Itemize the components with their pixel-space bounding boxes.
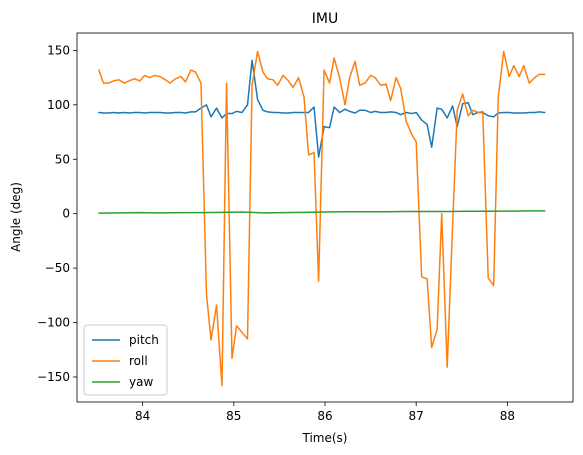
y-tick-label: −150	[37, 370, 70, 384]
legend: pitch roll yaw	[83, 324, 168, 396]
y-tick-label: 150	[47, 43, 70, 57]
x-tick-label: 84	[135, 409, 150, 423]
y-axis-ticks: −150 −100 −50 0 50 100 150	[37, 43, 77, 384]
x-axis-ticks: 84 85 86 87 88	[135, 402, 515, 423]
series-line-pitch	[98, 59, 546, 158]
legend-label-yaw: yaw	[129, 375, 153, 389]
x-tick-label: 86	[317, 409, 332, 423]
legend-label-pitch: pitch	[129, 333, 159, 347]
y-tick-label: 100	[47, 98, 70, 112]
y-tick-label: 50	[55, 152, 70, 166]
series-line-yaw	[98, 210, 546, 214]
y-axis-title: Angle (deg)	[9, 182, 23, 252]
series-line-roll	[98, 50, 546, 387]
y-tick-label: 0	[62, 207, 70, 221]
y-tick-label: −100	[37, 316, 70, 330]
chart-title: IMU	[312, 11, 338, 27]
legend-box	[83, 324, 168, 396]
x-tick-label: 85	[226, 409, 241, 423]
x-tick-label: 87	[409, 409, 424, 423]
series-layer	[98, 50, 546, 387]
legend-label-roll: roll	[129, 354, 148, 368]
x-tick-label: 88	[500, 409, 515, 423]
x-axis-title: Time(s)	[302, 431, 348, 445]
y-tick-label: −50	[45, 261, 70, 275]
